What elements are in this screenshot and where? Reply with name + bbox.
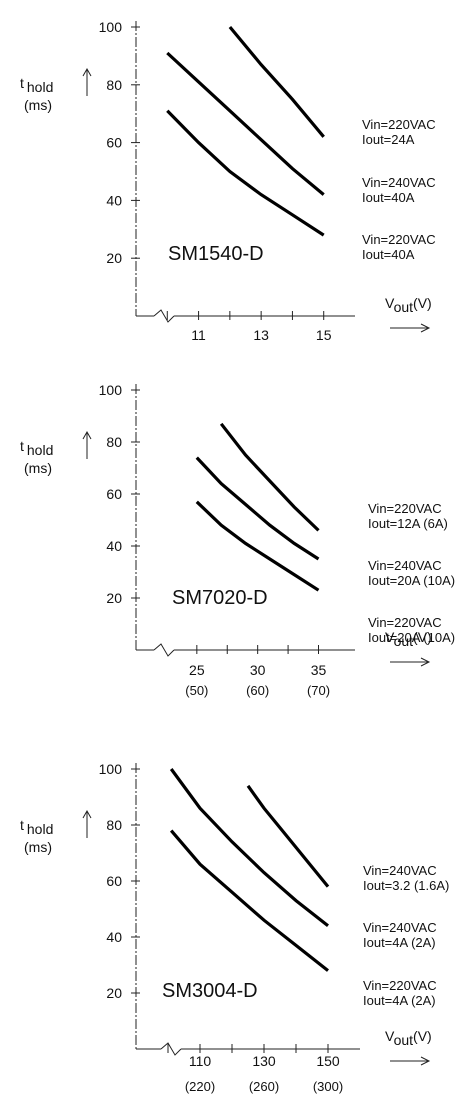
y-tick-label: 20 <box>106 250 122 266</box>
x-tick-label: 130 <box>252 1053 276 1069</box>
annotation-iout: Iout=4A (2A) <box>363 993 436 1008</box>
x-tick-sublabel: (70) <box>307 683 330 698</box>
y-arrow-head-icon <box>82 430 92 440</box>
y-label-main: t <box>20 438 24 454</box>
y-tick-label: 60 <box>106 135 122 151</box>
axis-break <box>160 1042 182 1056</box>
x-label-unit: (V) <box>413 629 432 645</box>
x-tick-label: 30 <box>250 662 266 678</box>
chart-sm7020-d: 2040608010025(50)30(60)35(70)Vin=220VACI… <box>20 382 455 698</box>
y-tick-label: 80 <box>106 434 122 450</box>
x-tick-sublabel: (50) <box>185 683 208 698</box>
y-tick-label: 20 <box>106 985 122 1001</box>
y-label-sub: hold <box>27 442 53 458</box>
annotation-vin: Vin=240VAC <box>363 863 437 878</box>
x-axis-label: Vout(V) <box>385 629 432 649</box>
x-label-main: V <box>385 1028 395 1044</box>
y-label-main: t <box>20 75 24 91</box>
y-tick-label: 40 <box>106 538 122 554</box>
chart-title: SM3004-D <box>162 980 258 1002</box>
annotation-vin: Vin=240VAC <box>362 175 436 190</box>
annotation-vin: Vin=220VAC <box>368 615 442 630</box>
annotation-iout: Iout=40A <box>362 247 415 262</box>
annotation-iout: Iout=24A <box>362 132 415 147</box>
y-tick-label: 60 <box>106 873 122 889</box>
annotation-vin: Vin=220VAC <box>362 117 436 132</box>
series-line-2 <box>195 456 320 561</box>
x-label-sub: out <box>394 633 414 649</box>
annotation-vin: Vin=240VAC <box>368 558 442 573</box>
y-axis-unit: (ms) <box>24 839 52 855</box>
x-tick-label: 25 <box>189 662 205 678</box>
x-tick-label: 15 <box>316 327 332 343</box>
y-tick-label: 20 <box>106 590 122 606</box>
y-tick-label: 40 <box>106 192 122 208</box>
x-tick-label: 11 <box>191 327 206 343</box>
x-label-unit: (V) <box>413 295 432 311</box>
y-tick-label: 100 <box>99 19 123 35</box>
y-arrow-head-icon <box>82 809 92 819</box>
annotation-iout: Iout=12A (6A) <box>368 516 448 531</box>
x-label-sub: out <box>394 299 414 315</box>
x-tick-label: 35 <box>311 662 327 678</box>
y-axis-unit: (ms) <box>24 97 52 113</box>
x-arrow-head-icon <box>420 1056 431 1066</box>
x-label-main: V <box>385 295 395 311</box>
x-arrow-head-icon <box>420 657 431 667</box>
y-tick-label: 80 <box>106 817 122 833</box>
x-tick-sublabel: (300) <box>313 1079 343 1094</box>
y-tick-label: 80 <box>106 77 122 93</box>
y-axis-label: t hold <box>20 817 53 837</box>
y-tick-label: 40 <box>106 929 122 945</box>
annotation-iout: Iout=40A <box>362 190 415 205</box>
chart-sm3004-d: 20 40 60 80 100 110 (220) 130 (260) 150 (300) Vin=2… <box>20 761 449 1094</box>
series-line-3 <box>195 500 320 592</box>
x-label-main: V <box>385 629 395 645</box>
axis-break <box>153 309 175 323</box>
y-label-sub: hold <box>27 79 53 95</box>
series-line-1 <box>219 422 320 532</box>
y-axis-label: t hold <box>20 438 53 458</box>
annotation-iout: Iout=4A (2A) <box>363 935 436 950</box>
x-tick-label: 110 <box>189 1053 212 1069</box>
y-label-main: t <box>20 817 24 833</box>
series-line-1 <box>228 25 325 138</box>
x-axis-label: Vout(V) <box>385 1028 432 1048</box>
chart-title: SM7020-D <box>172 587 268 609</box>
x-tick-sublabel: (220) <box>185 1079 215 1094</box>
y-tick-label: 60 <box>106 486 122 502</box>
series-line-2 <box>169 768 329 928</box>
chart-title: SM1540-D <box>168 243 264 265</box>
y-tick-label: 100 <box>99 761 123 777</box>
annotation-vin: Vin=240VAC <box>363 920 437 935</box>
x-tick-sublabel: (60) <box>246 683 269 698</box>
series-line-3 <box>166 109 325 237</box>
x-arrow-head-icon <box>420 323 431 333</box>
x-tick-label: 13 <box>253 327 269 343</box>
x-tick-sublabel: (260) <box>249 1079 279 1094</box>
annotation-iout: Iout=3.2 (1.6A) <box>363 878 449 893</box>
x-tick-label: 150 <box>316 1053 340 1069</box>
series-line-1 <box>246 784 330 888</box>
annotation-vin: Vin=220VAC <box>368 501 442 516</box>
series-line-2 <box>166 51 325 196</box>
annotation-iout: Iout=20A (10A) <box>368 630 455 645</box>
x-label-sub: out <box>394 1032 414 1048</box>
annotation-iout: Iout=20A (10A) <box>368 573 455 588</box>
axis-break <box>153 643 175 657</box>
x-axis-label: Vout(V) <box>385 295 432 315</box>
y-arrow-head-icon <box>82 67 92 77</box>
x-label-unit: (V) <box>413 1028 432 1044</box>
y-axis-label: t hold <box>20 75 53 95</box>
y-label-sub: hold <box>27 821 53 837</box>
y-axis-unit: (ms) <box>24 460 52 476</box>
y-tick-label: 100 <box>99 382 123 398</box>
annotation-vin: Vin=220VAC <box>363 978 437 993</box>
series-line-3 <box>169 829 329 972</box>
annotation-vin: Vin=220VAC <box>362 232 436 247</box>
